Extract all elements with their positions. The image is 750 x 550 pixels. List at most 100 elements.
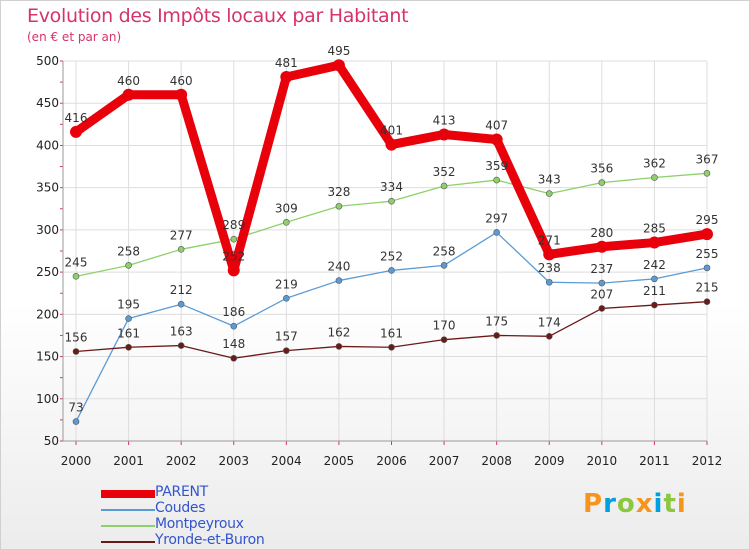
x-tick-label: 2010 [587,454,618,468]
data-label: 238 [538,261,561,275]
data-label: 367 [696,152,719,166]
data-point [227,264,240,277]
data-point [703,298,711,305]
data-point [177,246,185,253]
data-label: 212 [170,283,193,297]
data-label: 334 [380,180,403,194]
data-point [125,262,132,269]
data-label: 460 [117,74,140,88]
data-label: 255 [696,247,719,261]
data-point [230,322,238,330]
data-point [598,179,606,186]
data-point [332,59,345,72]
data-label: 416 [65,111,88,125]
y-tick-label: 200 [36,307,59,321]
data-label: 280 [590,226,613,240]
data-point [283,294,290,302]
data-point [72,273,80,280]
data-point [595,240,608,253]
data-label: 163 [170,325,193,339]
data-label: 207 [590,287,613,301]
data-label: 252 [380,249,403,263]
data-label: 309 [275,201,298,215]
data-point [388,267,395,274]
data-point [598,279,606,287]
data-point [283,218,290,226]
data-point [125,315,132,322]
data-point [280,71,293,84]
data-point [543,248,556,261]
y-tick-label: 50 [44,434,59,448]
data-label: 285 [643,222,666,236]
x-tick-label: 2003 [218,454,249,468]
data-label: 359 [485,159,508,173]
x-tick-label: 2012 [692,454,723,468]
x-tick-label: 2009 [534,454,565,468]
data-point [388,197,395,205]
data-label: 240 [327,260,350,274]
data-point [701,228,713,241]
x-tick-label: 2004 [271,454,302,468]
data-point [703,170,711,177]
data-point [545,332,553,340]
data-point [177,342,185,349]
data-point [545,190,553,197]
data-label: 73 [68,401,83,415]
x-tick-label: 2005 [324,454,355,468]
data-point [598,305,606,312]
data-point [230,235,238,243]
data-label: 401 [380,124,403,138]
legend-swatch [101,509,155,511]
data-point [493,176,500,184]
data-point [335,277,343,284]
data-point [388,343,395,351]
data-label: 195 [117,298,140,312]
data-point [385,138,398,151]
data-label: 237 [590,262,613,276]
logo-letter: r [603,489,617,519]
data-label: 175 [485,314,508,328]
data-label: 407 [485,119,508,133]
data-label: 242 [643,258,666,272]
data-label: 161 [117,326,140,340]
x-tick-label: 2006 [376,454,407,468]
x-tick-label: 2011 [639,454,670,468]
data-label: 271 [538,233,561,247]
logo-letter: P [583,489,604,519]
y-tick-label: 400 [36,138,59,152]
y-tick-label: 100 [36,392,59,406]
legend-swatch [101,541,155,543]
x-tick-label: 2002 [166,454,197,468]
y-tick-label: 500 [36,54,59,68]
legend-label: Yronde-et-Buron [155,532,265,548]
legend-swatch [101,490,155,498]
legend-label: Montpeyroux [155,516,244,532]
data-point [703,264,711,272]
data-label: 252 [222,249,245,263]
legend-label: PARENT [155,484,208,500]
data-label: 328 [327,185,350,199]
logo-letter: t [663,489,677,519]
data-label: 186 [222,305,245,319]
data-point [651,174,658,181]
data-label: 413 [433,113,456,127]
data-point [493,332,500,339]
chart-subtitle: (en € et par an) [27,30,122,44]
data-label: 170 [433,319,456,333]
legend-swatch [101,525,155,527]
data-label: 211 [643,284,666,298]
data-label: 297 [485,211,508,225]
y-tick-label: 350 [36,181,59,195]
data-point [125,343,132,351]
data-label: 289 [222,218,245,232]
y-tick-label: 250 [36,265,59,279]
logo-letter: i [676,489,687,519]
logo-letter: i [653,489,664,519]
y-tick-label: 150 [36,350,59,364]
y-tick-label: 450 [36,96,59,110]
data-point [230,354,238,362]
data-point [440,182,448,190]
data-label: 295 [696,213,719,227]
